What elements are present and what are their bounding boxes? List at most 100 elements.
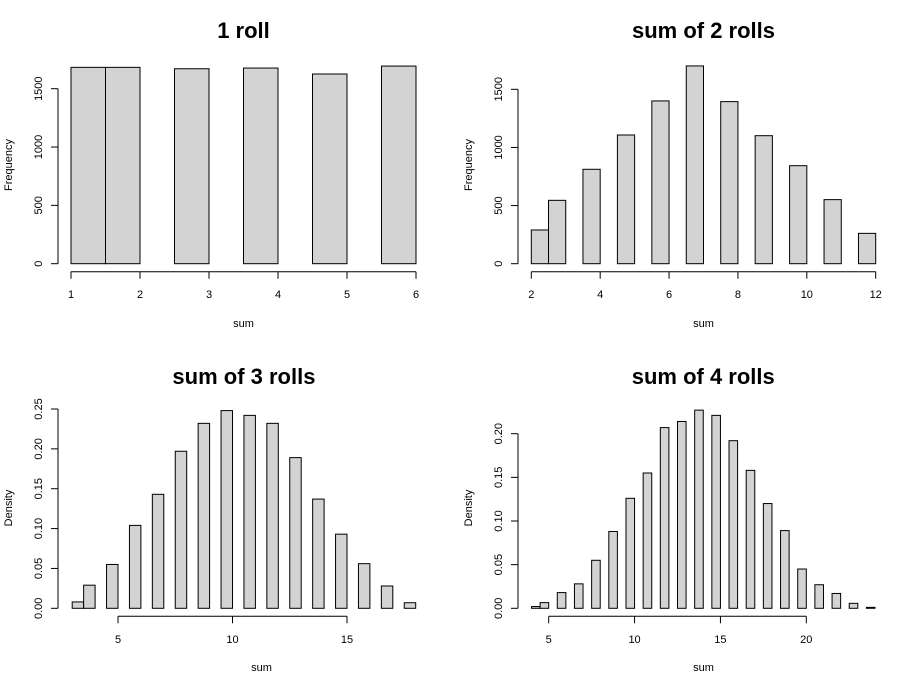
y-tick-label: 0.10 (493, 510, 505, 531)
histogram-bar (174, 68, 210, 265)
histogram-bar (312, 498, 325, 609)
histogram-bar (677, 420, 687, 609)
x-tick-label: 4 (275, 289, 281, 301)
y-tick-label: 1000 (33, 135, 45, 159)
histogram-bar (780, 530, 790, 609)
y-axis-label: Frequency (463, 139, 475, 191)
y-tick-label: 1500 (493, 77, 505, 101)
histogram-bar (659, 427, 670, 609)
histogram-bar (106, 563, 119, 609)
histogram-bar (720, 101, 739, 265)
y-tick-label: 0 (33, 261, 45, 267)
histogram-bar (381, 65, 417, 265)
histogram-bar (694, 409, 704, 609)
histogram-bar (243, 67, 279, 265)
histogram-bar (357, 563, 371, 609)
histogram-bar (582, 168, 601, 265)
x-tick-label: 20 (800, 634, 812, 646)
y-tick-label: 0.15 (33, 478, 45, 499)
x-tick-label: 2 (137, 289, 143, 301)
y-tick-label: 0.20 (33, 438, 45, 459)
histogram-bar (128, 524, 142, 609)
histogram-bar (685, 65, 705, 265)
histogram-bar (83, 584, 96, 609)
histogram-bar (220, 410, 234, 609)
x-tick-label: 8 (735, 289, 741, 301)
x-tick-label: 2 (528, 289, 534, 301)
histogram-bar (608, 530, 618, 609)
chart-title: sum of 4 rolls (632, 364, 775, 389)
histogram-bar (814, 584, 824, 609)
x-tick-label: 3 (206, 289, 212, 301)
histogram-bar (857, 232, 877, 265)
histogram-bar (591, 559, 601, 609)
histogram-bar (848, 602, 859, 609)
histogram-bar (105, 66, 141, 265)
histogram-bar (335, 533, 348, 609)
histogram-panel: 1 roll 1 2 3 4 5 6 sum 0 500 1000 1500 Frequency (3, 18, 419, 330)
histogram-panel: sum of 4 rolls 5 10 15 20 sum 0.00 0.05 0.10 0.15… (463, 364, 876, 674)
y-tick-label: 0.10 (33, 518, 45, 539)
chart-title: 1 roll (217, 18, 270, 43)
histogram-bar (865, 606, 876, 609)
histogram-bar (531, 606, 541, 609)
histogram-bar (823, 199, 842, 265)
chart-title: sum of 2 rolls (632, 18, 775, 43)
y-tick-label: 0.00 (33, 598, 45, 619)
y-tick-label: 0 (493, 261, 505, 267)
histogram-bar (243, 414, 256, 609)
histogram-bar (380, 585, 394, 609)
histogram-bar (573, 583, 584, 609)
histogram-bar (530, 229, 550, 265)
histogram-bar (266, 422, 279, 609)
y-tick-label: 0.05 (493, 554, 505, 575)
histogram-bar (403, 602, 417, 609)
x-tick-label: 10 (226, 634, 238, 646)
x-tick-label: 10 (628, 634, 640, 646)
y-tick-label: 1000 (493, 135, 505, 159)
x-axis-label: sum (693, 318, 714, 330)
y-tick-label: 500 (493, 196, 505, 214)
histogram-bar (651, 100, 670, 265)
x-tick-label: 5 (344, 289, 350, 301)
x-tick-label: 4 (597, 289, 603, 301)
histogram-bar (831, 592, 842, 609)
histogram-bar (728, 440, 739, 609)
histogram-panel: sum of 2 rolls 2 4 6 8 10 12 sum 0 500 1000 1500 Fre… (463, 18, 882, 330)
x-tick-label: 6 (666, 289, 672, 301)
histogram-bar (548, 199, 567, 265)
histogram-bar (762, 503, 773, 609)
histogram-bar (539, 602, 550, 609)
x-axis-label: sum (233, 318, 254, 330)
histogram-bar (754, 135, 773, 265)
x-tick-label: 5 (546, 634, 552, 646)
histogram-bar (174, 450, 188, 609)
histogram-bar (616, 134, 636, 265)
histogram-bar (151, 493, 165, 609)
y-axis-label: Density (463, 489, 475, 526)
y-tick-label: 500 (33, 196, 45, 214)
histogram-bar (745, 469, 756, 609)
y-tick-label: 0.00 (493, 598, 505, 619)
histogram-bar (789, 165, 808, 265)
x-axis-label: sum (251, 662, 272, 674)
histogram-bar (642, 472, 653, 609)
y-axis-label: Density (3, 489, 15, 526)
histogram-panel: sum of 3 rolls 5 10 15 sum 0.00 0.05 0.10 0.15 0.… (3, 364, 417, 674)
histogram-bar (312, 73, 348, 265)
x-tick-label: 6 (413, 289, 419, 301)
chart-title: sum of 3 rolls (172, 364, 315, 389)
histogram-bar (556, 592, 567, 609)
y-tick-label: 0.25 (33, 398, 45, 419)
x-tick-label: 1 (68, 289, 74, 301)
histogram-bar (797, 568, 807, 609)
histogram-bar (289, 457, 302, 609)
y-tick-label: 0.15 (493, 467, 505, 488)
histogram-bar (625, 497, 636, 609)
histogram-bar (197, 422, 211, 609)
histogram-bar (70, 66, 106, 265)
x-tick-label: 15 (714, 634, 726, 646)
x-tick-label: 5 (115, 634, 121, 646)
x-axis-label: sum (693, 662, 714, 674)
